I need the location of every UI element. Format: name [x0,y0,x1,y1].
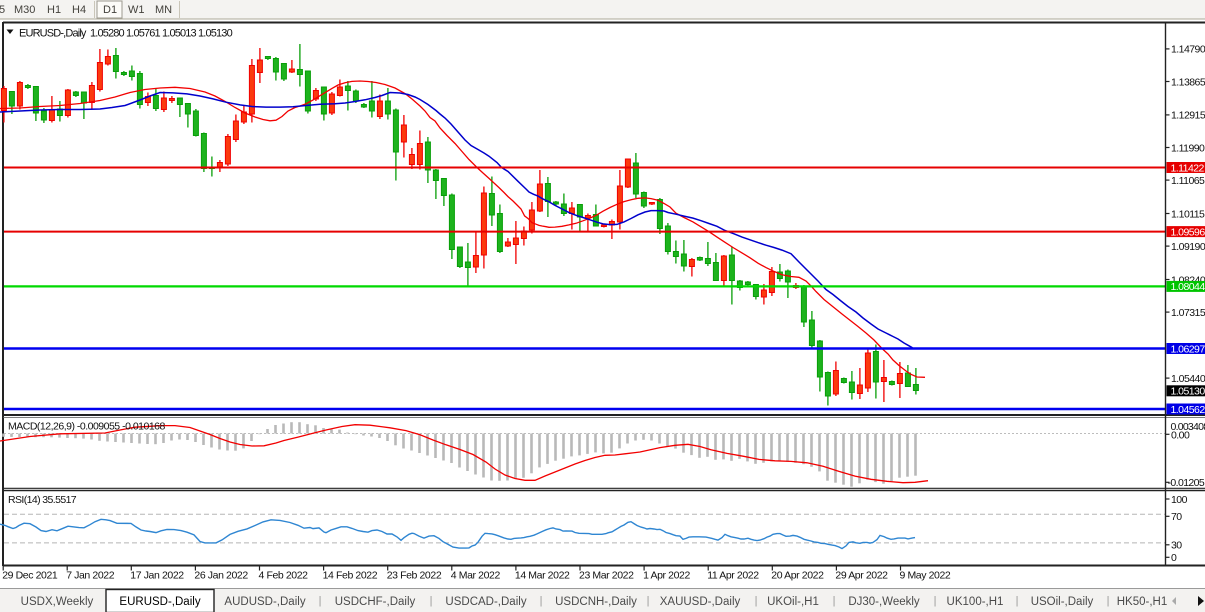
svg-text:14 Mar 2022: 14 Mar 2022 [515,570,570,582]
svg-text:H1: H1 [47,4,61,16]
svg-text:1.13865: 1.13865 [1171,76,1205,88]
svg-text:29 Dec 2021: 29 Dec 2021 [2,570,58,582]
svg-text:1.09596: 1.09596 [1171,226,1205,238]
svg-text:26 Jan 2022: 26 Jan 2022 [194,570,248,582]
svg-text:1 Apr 2022: 1 Apr 2022 [643,570,690,582]
svg-text:EURUSD-,Daily: EURUSD-,Daily [119,596,200,608]
svg-text:1.06297: 1.06297 [1171,343,1205,355]
svg-text:14 Feb 2022: 14 Feb 2022 [323,570,378,582]
svg-text:-0.01205: -0.01205 [1168,477,1205,489]
svg-text:|: | [647,595,650,607]
svg-text:1.11065: 1.11065 [1171,175,1205,187]
svg-text:USDCHF-,Daily: USDCHF-,Daily [335,596,416,608]
svg-text:W1: W1 [128,4,145,16]
svg-text:29 Apr 2022: 29 Apr 2022 [835,570,888,582]
svg-text:4 Mar 2022: 4 Mar 2022 [451,570,501,582]
svg-text:|: | [755,595,758,607]
svg-text:1.08044: 1.08044 [1171,281,1205,293]
svg-text:0: 0 [1171,552,1177,564]
svg-text:HK50-,H1: HK50-,H1 [1117,596,1168,608]
svg-text:USDCNH-,Daily: USDCNH-,Daily [555,596,637,608]
svg-text:100: 100 [1171,494,1188,506]
svg-text:USOil-,Daily: USOil-,Daily [1031,596,1094,608]
svg-text:11 Apr 2022: 11 Apr 2022 [707,570,759,582]
svg-text:23 Feb 2022: 23 Feb 2022 [387,570,442,582]
svg-text:|: | [934,595,937,607]
svg-text:H4: H4 [72,4,86,16]
svg-text:1.05130: 1.05130 [1171,386,1205,398]
svg-text:|: | [430,595,433,607]
svg-text:EURUSD-,Daily 1.05280 1.05761: EURUSD-,Daily 1.05280 1.05761 1.05013 1.… [19,28,233,40]
svg-text:30: 30 [1171,540,1182,552]
svg-text:1.10115: 1.10115 [1171,208,1205,220]
svg-text:1.05440: 1.05440 [1171,373,1205,385]
svg-text:7 Jan 2022: 7 Jan 2022 [66,570,115,582]
svg-text:|: | [540,595,543,607]
svg-text:70: 70 [1171,511,1182,523]
svg-text:0.00: 0.00 [1171,429,1190,441]
svg-text:|: | [833,595,836,607]
svg-text:1.14790: 1.14790 [1171,44,1205,56]
svg-text:17 Jan 2022: 17 Jan 2022 [130,570,184,582]
svg-text:1.04562: 1.04562 [1171,404,1205,416]
svg-text:9 May 2022: 9 May 2022 [900,570,951,582]
svg-text:USDCAD-,Daily: USDCAD-,Daily [445,596,526,608]
svg-text:USDX,Weekly: USDX,Weekly [21,596,94,608]
svg-text:1.12915: 1.12915 [1171,110,1205,122]
svg-text:20 Apr 2022: 20 Apr 2022 [771,570,824,582]
svg-text:XAUUSD-,Daily: XAUUSD-,Daily [660,596,741,608]
svg-text:MN: MN [155,4,172,16]
svg-text:1.09190: 1.09190 [1171,241,1205,253]
svg-text:5: 5 [0,4,5,16]
svg-text:UKOil-,H1: UKOil-,H1 [767,596,819,608]
svg-text:DJ30-,Weekly: DJ30-,Weekly [848,596,920,608]
svg-text:|: | [1016,595,1019,607]
svg-text:D1: D1 [103,4,117,16]
svg-text:0.003408: 0.003408 [1171,421,1205,433]
svg-text:UK100-,H1: UK100-,H1 [947,596,1004,608]
svg-text:AUDUSD-,Daily: AUDUSD-,Daily [224,596,305,608]
svg-text:1.11422: 1.11422 [1171,162,1205,174]
svg-text:1.07315: 1.07315 [1171,307,1205,319]
svg-text:1.11990: 1.11990 [1171,142,1205,154]
svg-text:23 Mar 2022: 23 Mar 2022 [579,570,634,582]
svg-text:|: | [319,595,322,607]
svg-text:MACD(12,26,9) -0.009055 -0.010: MACD(12,26,9) -0.009055 -0.010168 [8,421,166,433]
svg-text:|: | [1107,595,1110,607]
svg-text:4 Feb 2022: 4 Feb 2022 [259,570,309,582]
svg-text:M30: M30 [14,4,35,16]
svg-text:RSI(14) 35.5517: RSI(14) 35.5517 [8,494,77,506]
